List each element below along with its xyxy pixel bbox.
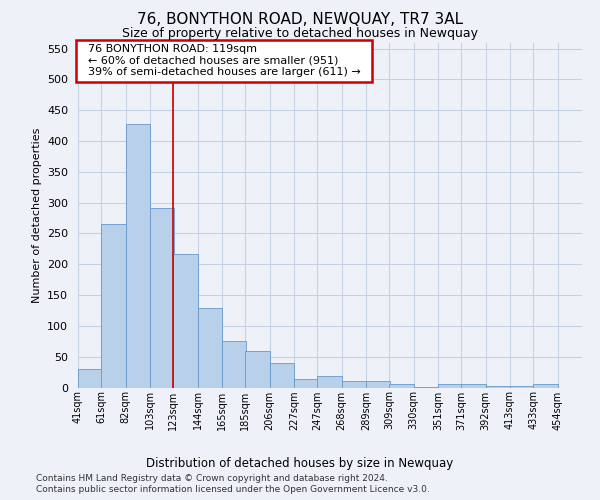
Bar [269, 363, 294, 388]
Text: Contains public sector information licensed under the Open Government Licence v3: Contains public sector information licen… [36, 485, 430, 494]
Bar [366, 382, 391, 388]
Bar [461, 384, 485, 388]
Bar [245, 351, 269, 388]
Bar [125, 124, 150, 388]
Text: Contains HM Land Registry data © Crown copyright and database right 2024.: Contains HM Land Registry data © Crown c… [36, 474, 388, 483]
Bar [173, 254, 197, 388]
Bar [150, 208, 175, 388]
Bar [389, 384, 413, 388]
Bar [101, 224, 125, 388]
Text: 76 BONYTHON ROAD: 119sqm  
  ← 60% of detached houses are smaller (951)  
  39% : 76 BONYTHON ROAD: 119sqm ← 60% of detach… [80, 44, 367, 78]
Y-axis label: Number of detached properties: Number of detached properties [32, 128, 41, 302]
Bar [78, 369, 103, 388]
Bar [510, 386, 535, 388]
Text: Size of property relative to detached houses in Newquay: Size of property relative to detached ho… [122, 28, 478, 40]
Bar [341, 382, 366, 388]
Bar [294, 379, 319, 388]
Text: 76, BONYTHON ROAD, NEWQUAY, TR7 3AL: 76, BONYTHON ROAD, NEWQUAY, TR7 3AL [137, 12, 463, 28]
Bar [438, 384, 463, 388]
Bar [197, 308, 222, 388]
Text: Distribution of detached houses by size in Newquay: Distribution of detached houses by size … [146, 458, 454, 470]
Bar [317, 376, 341, 388]
Bar [222, 340, 247, 388]
Bar [413, 387, 438, 388]
Bar [533, 384, 557, 388]
Bar [485, 386, 510, 388]
